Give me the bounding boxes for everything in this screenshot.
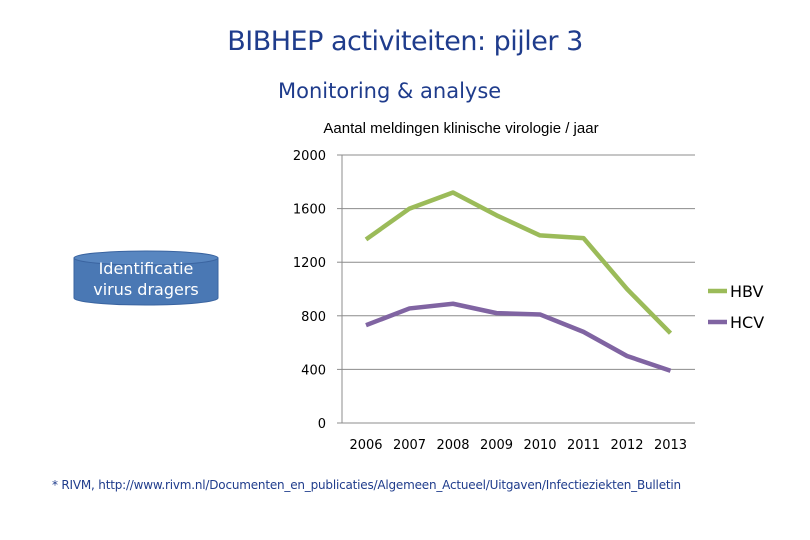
x-tick-label: 2012 (610, 438, 643, 453)
disk-label-line2: virus dragers (93, 280, 199, 299)
x-tick-label: 2009 (480, 438, 513, 453)
series-line-hcv (365, 301, 672, 373)
x-tick-label: 2010 (523, 438, 556, 453)
x-tick-label: 2013 (654, 438, 687, 453)
slide-subtitle: Monitoring & analyse (278, 79, 502, 103)
identification-disk: Identificatie virus dragers (71, 248, 271, 310)
x-tick-label: 2011 (567, 438, 600, 453)
y-tick-label: 2000 (293, 149, 326, 164)
disk-shape (73, 250, 219, 306)
y-tick-label: 400 (301, 363, 326, 378)
source-footnote: * RIVM, http://www.rivm.nl/Documenten_en… (52, 478, 681, 492)
x-tick-label: 2008 (436, 438, 469, 453)
disk-label-line1: Identificatie (98, 259, 194, 278)
series-line-hbv (364, 190, 673, 335)
disk-label: Identificatie virus dragers (71, 258, 221, 300)
y-tick-label: 800 (301, 310, 326, 325)
slide-title: BIBHEP activiteiten: pijler 3 (227, 26, 583, 57)
legend-label-hbv: HBV (730, 282, 764, 301)
chart-title: Aantal meldingen klinische virologie / j… (323, 120, 598, 137)
y-tick-label: 0 (318, 417, 326, 432)
legend-label-hcv: HCV (730, 313, 764, 332)
y-tick-label: 1600 (293, 203, 326, 218)
y-tick-label: 1200 (293, 256, 326, 271)
x-tick-label: 2006 (349, 438, 382, 453)
x-tick-label: 2007 (393, 438, 426, 453)
